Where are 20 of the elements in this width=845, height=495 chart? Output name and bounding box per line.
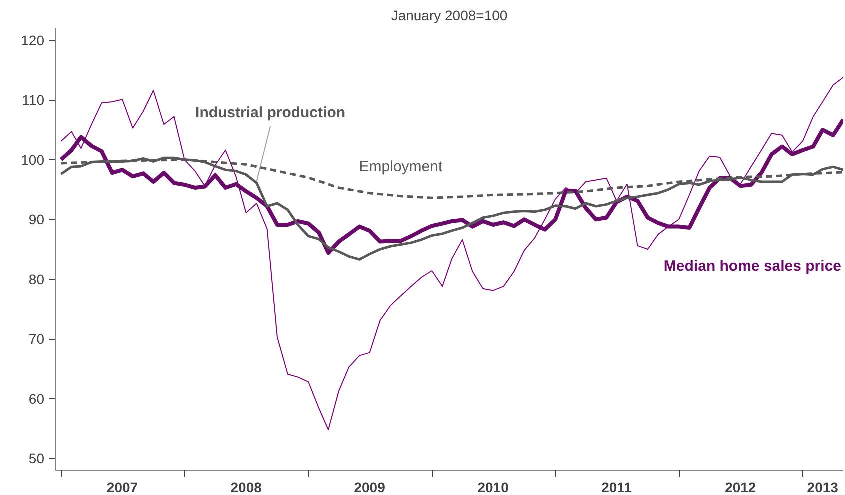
y-tick-label: 100 [21, 152, 45, 168]
series-label: Employment [359, 158, 444, 176]
text: Median home sales price [664, 258, 842, 276]
line-series [60, 76, 844, 430]
y-tick-label: 70 [28, 331, 45, 348]
chart-title: January 2008=100 [391, 8, 508, 24]
x-tick-label: 2007 [106, 480, 138, 495]
x-tick-label: 2008 [230, 480, 262, 495]
y-tick-label: 120 [21, 32, 45, 48]
y-tick-label: 60 [28, 390, 45, 407]
y-tick-label: 110 [22, 92, 45, 108]
y-tick-label: 80 [28, 271, 45, 288]
y-tick-label: 50 [28, 450, 45, 467]
x-tick-label: 2009 [354, 480, 386, 495]
x-tick-label: 2010 [478, 480, 510, 495]
x-tick-label: 2012 [725, 480, 756, 495]
y-tick-label: 90 [28, 212, 45, 228]
text: Industrial production [196, 104, 346, 122]
x-tick-label: 2011 [602, 480, 632, 495]
x-tick-label: 2013 [807, 480, 839, 495]
